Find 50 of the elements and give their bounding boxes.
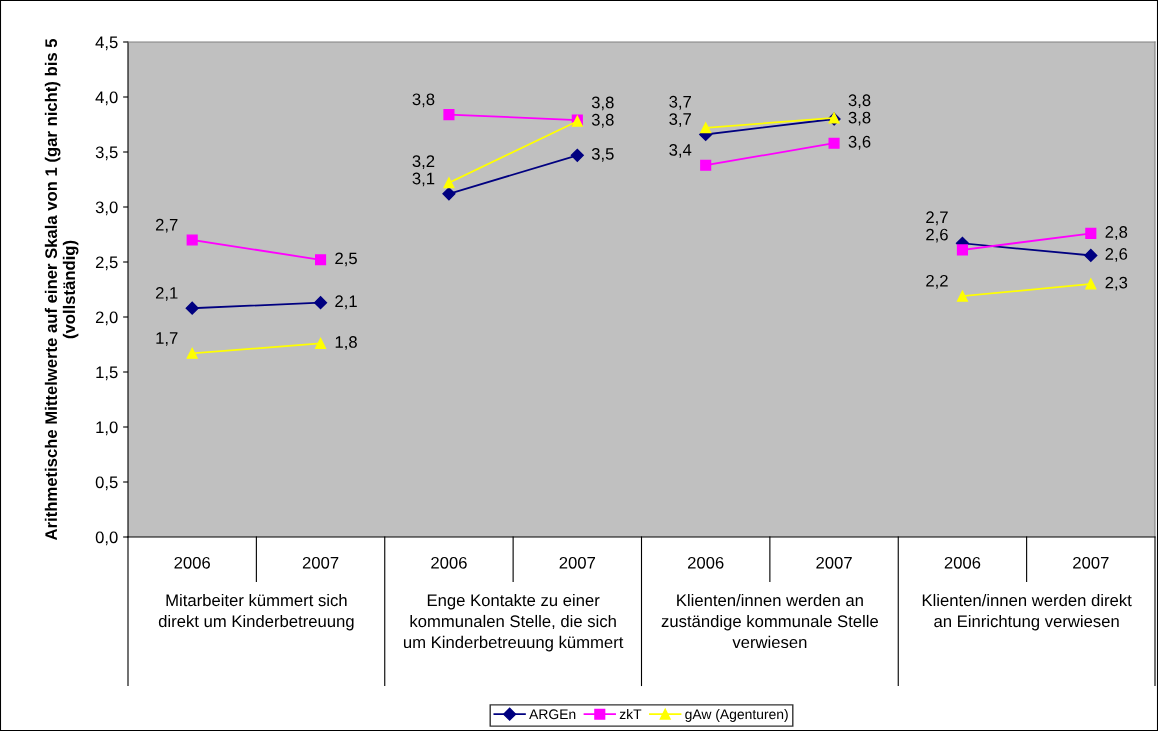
y-tick-label: 1,5 (96, 366, 118, 381)
y-tick-label: 3,5 (95, 146, 118, 161)
x-tick-label: 2007 (1073, 556, 1109, 569)
y-axis-title: Arithmetische Mittelwerte auf einer Skala von 1 (gar nicht) bis 5 (vollständig) (44, 38, 79, 541)
legend-label: ARGEn (529, 709, 576, 720)
x-tick-label: 2006 (431, 556, 467, 569)
data-label: 3,2 (412, 155, 435, 170)
data-label: 3,8 (848, 94, 871, 109)
data-label: 2,2 (926, 274, 948, 289)
data-label: 2,8 (1105, 226, 1128, 240)
x-tick-label: 2007 (816, 556, 852, 569)
x-tick-label: 2007 (302, 556, 339, 569)
legend-label: zkT (619, 708, 642, 720)
data-label: 2,3 (1105, 276, 1128, 291)
data-label: 2,7 (926, 211, 948, 226)
x-tick-label: 2007 (559, 556, 596, 569)
data-label: 2,6 (926, 228, 948, 243)
y-tick-label: 1,0 (96, 421, 118, 436)
data-label: 2,6 (1105, 248, 1128, 262)
data-label: 2,1 (335, 295, 357, 310)
y-tick-label: 2,5 (95, 256, 118, 271)
data-label: 2,7 (155, 218, 178, 233)
y-tick-label: 4,5 (95, 36, 118, 51)
y-tick-label: 2,0 (95, 311, 118, 326)
y-tick-label: 0,5 (95, 476, 118, 491)
data-label: 2,5 (335, 252, 357, 267)
x-tick-label: 2006 (944, 556, 981, 569)
y-tick-label: 4,0 (95, 91, 118, 106)
data-label: 3,7 (669, 95, 691, 110)
data-label: 3,4 (669, 143, 692, 158)
data-label: 3,8 (591, 96, 614, 111)
data-label: 1,7 (156, 332, 178, 346)
data-label: 3,5 (591, 147, 614, 162)
text: Mitarbeiter kümmert sich direkt um Kinderbetreuung (158, 593, 354, 631)
data-label: 3,8 (848, 111, 871, 126)
text: Klienten/innen werden an zuständige kommunale Stelle verwiesen (661, 593, 878, 649)
data-label: 3,8 (591, 113, 614, 128)
data-label: 3,6 (848, 135, 871, 150)
data-label: 3,7 (669, 113, 691, 127)
data-label: 3,8 (412, 93, 435, 108)
x-tick-label: 2006 (687, 556, 724, 569)
data-label: 2,1 (155, 286, 178, 301)
legend-label: gAw (Agenturen) (685, 708, 788, 722)
x-tick-label: 2006 (174, 556, 210, 569)
y-tick-label: 3,0 (95, 201, 118, 216)
text: Klienten/innen werden direkt an Einrichtung verwiesen (922, 593, 1132, 631)
y-tick-label: 0,0 (95, 531, 118, 546)
data-label: 3,1 (412, 172, 435, 187)
text: Enge Kontakte zu einer kommunalen Stelle, die sich um Kinderbetreuung kümmert (403, 593, 624, 652)
data-label: 1,8 (335, 336, 357, 350)
